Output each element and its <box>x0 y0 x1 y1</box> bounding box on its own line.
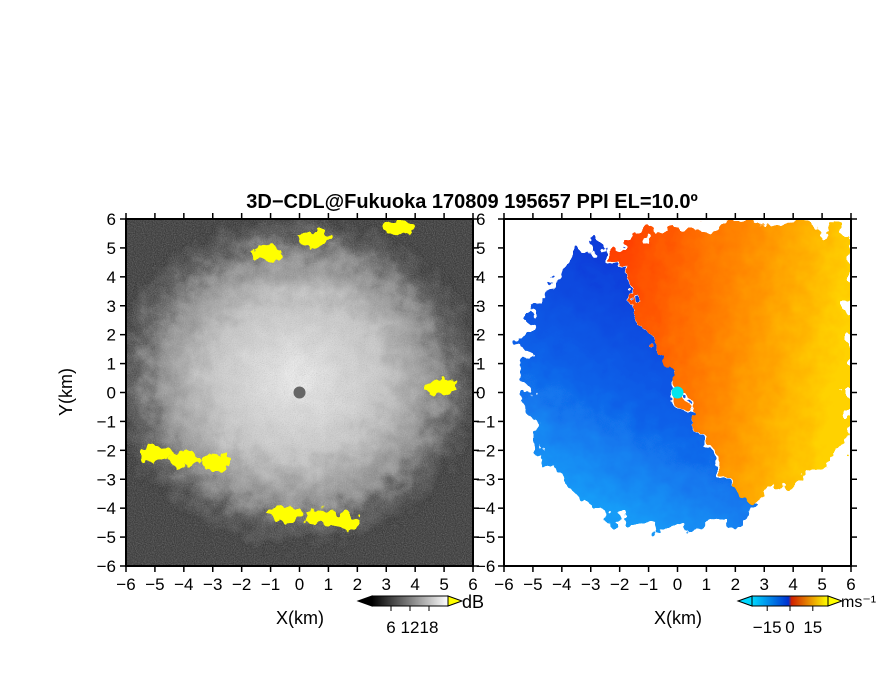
snr-y-tick-label: 4 <box>107 268 116 287</box>
velocity-colorbar-ramp <box>751 595 829 607</box>
snr-y-axis-label: Y(km) <box>56 368 76 416</box>
snr-colorbar-unit: dB <box>462 592 484 612</box>
snr-y-tick-label: −3 <box>97 470 116 489</box>
velocity-x-tick-label: 2 <box>731 575 740 594</box>
velocity-colorbar-ticks: −15 0 15 <box>753 606 822 637</box>
snr-x-tick-label: −4 <box>174 575 193 594</box>
velocity-x-tick-label: −4 <box>552 575 571 594</box>
snr-y-tick-label: 2 <box>107 326 116 345</box>
snr-x-tick-label: 6 <box>468 575 477 594</box>
snr-y-tick-label-right: −2 <box>476 441 495 460</box>
snr-colorbar-high-triangle <box>447 595 464 607</box>
snr-y-tick-label: 6 <box>107 210 116 229</box>
velocity-x-axis-label: X(km) <box>654 608 702 628</box>
snr-y-tick-label-right: 0 <box>476 384 485 403</box>
snr-colorbar-ramp <box>371 595 449 607</box>
velocity-colorbar-high-triangle <box>827 595 844 607</box>
velocity-colorbar-tick-label: 15 <box>803 618 822 637</box>
snr-y-tick-label: −4 <box>97 499 116 518</box>
snr-y-tick-label-right: 1 <box>476 355 485 374</box>
snr-y-tick-label-right: −1 <box>476 412 495 431</box>
snr-colorbar-tick-label: 18 <box>420 618 439 637</box>
velocity-colorbar-low-triangle <box>736 595 753 607</box>
snr-x-axis-label: X(km) <box>276 608 324 628</box>
velocity-x-tick-label: 5 <box>817 575 826 594</box>
snr-y-tick-label-right: −4 <box>476 499 495 518</box>
snr-y-tick-label: 3 <box>107 297 116 316</box>
snr-y-tick-label-right: 3 <box>476 297 485 316</box>
velocity-x-tick-label: 6 <box>846 575 855 594</box>
snr-y-tick-label: −2 <box>97 441 116 460</box>
velocity-x-tick-label: −3 <box>581 575 600 594</box>
snr-x-tick-label: −2 <box>232 575 251 594</box>
snr-highlight-region <box>329 514 362 531</box>
snr-colorbar: 6 12 18 dB <box>356 592 484 637</box>
snr-y-tick-label-right: 2 <box>476 326 485 345</box>
snr-y-tick-label: −1 <box>97 412 116 431</box>
velocity-colorbar-tick-label: −15 <box>753 618 782 637</box>
snr-colorbar-tick-label: 12 <box>401 618 420 637</box>
snr-y-tick-label-right: −5 <box>476 528 495 547</box>
snr-highlight-regions <box>139 219 458 531</box>
snr-y-tick-label-right: 4 <box>476 268 485 287</box>
snr-x-tick-label: −5 <box>145 575 164 594</box>
velocity-x-tick-label: 3 <box>760 575 769 594</box>
snr-y-tick-label: 1 <box>107 355 116 374</box>
snr-x-tick-label: 3 <box>382 575 391 594</box>
snr-colorbar-tick-label: 6 <box>386 618 395 637</box>
snr-x-tick-label: 2 <box>353 575 362 594</box>
snr-x-tick-label: 0 <box>295 575 304 594</box>
snr-x-tick-label: −1 <box>261 575 280 594</box>
velocity-positive-region <box>614 225 851 509</box>
velocity-x-tick-label: −6 <box>494 575 513 594</box>
snr-center-marker <box>293 386 306 399</box>
velocity-panel: −6 −5 −4 −3 −2 −1 0 1 2 3 4 5 6 X(km) <box>494 213 857 628</box>
snr-x-tick-label: −3 <box>203 575 222 594</box>
snr-colorbar-ticks: 6 12 18 <box>386 606 438 637</box>
velocity-center-marker <box>671 386 684 399</box>
snr-axes: −6 −5 −4 −3 −2 −1 0 1 2 3 4 5 6−6 −6−5 −5−4 −4−3 −3−2 −2−… <box>97 210 496 594</box>
snr-panel: −6 −5 −4 −3 −2 −1 0 1 2 3 4 5 6−6 −6−5 −5−4 −4−3 −3−2 −2−… <box>56 210 495 628</box>
velocity-colorbar: −15 0 15 ms⁻¹ <box>736 594 876 637</box>
snr-y-tick-label: −6 <box>97 557 116 576</box>
snr-y-tick-label-right: 6 <box>476 210 485 229</box>
velocity-x-tick-label: 4 <box>788 575 797 594</box>
velocity-x-tick-label: −5 <box>523 575 542 594</box>
snr-colorbar-low-triangle <box>356 595 373 607</box>
snr-y-tick-label: −5 <box>97 528 116 547</box>
velocity-x-tick-label: 1 <box>702 575 711 594</box>
snr-highlight-region <box>298 231 330 248</box>
snr-highlight-region <box>139 445 171 462</box>
snr-y-tick-label: 0 <box>107 384 116 403</box>
snr-x-tick-label: 5 <box>439 575 448 594</box>
snr-y-tick-label: 5 <box>107 239 116 258</box>
snr-y-tick-label-right: −3 <box>476 470 495 489</box>
velocity-colorbar-unit: ms⁻¹ <box>841 594 876 611</box>
snr-highlight-region <box>269 505 301 523</box>
figure-title: 3D−CDL@Fukuoka 170809 195657 PPI EL=10.0… <box>246 191 698 213</box>
velocity-x-tick-label: −1 <box>639 575 658 594</box>
snr-highlight-region <box>381 219 414 236</box>
snr-highlight-region <box>167 450 200 468</box>
snr-x-tick-label: 4 <box>410 575 419 594</box>
snr-highlight-region <box>425 378 458 395</box>
snr-y-tick-label-right: −6 <box>476 557 495 576</box>
velocity-colorbar-tick-label: 0 <box>785 618 794 637</box>
snr-highlight-region <box>251 245 284 262</box>
snr-highlight-region <box>199 453 232 470</box>
snr-y-tick-label-right: 5 <box>476 239 485 258</box>
velocity-axes: −6 −5 −4 −3 −2 −1 0 1 2 3 4 5 6 <box>494 213 857 594</box>
snr-x-tick-label: 1 <box>324 575 333 594</box>
velocity-x-tick-label: 0 <box>673 575 682 594</box>
velocity-x-tick-label: −2 <box>610 575 629 594</box>
velocity-field <box>523 225 851 529</box>
snr-x-tick-label: −6 <box>116 575 135 594</box>
velocity-negative-region <box>523 244 752 529</box>
